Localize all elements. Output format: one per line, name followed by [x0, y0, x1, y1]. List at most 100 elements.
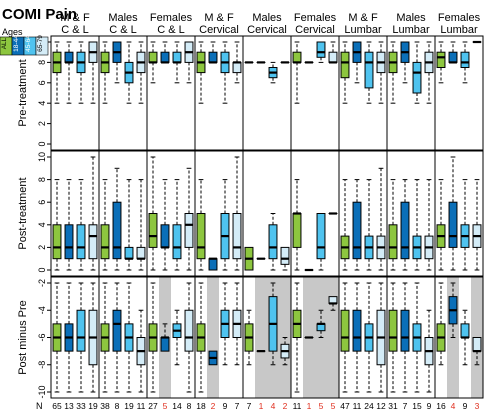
box-ALL: [52, 179, 62, 271]
n-value: 4: [451, 401, 456, 411]
box-body: [208, 51, 218, 63]
n-value: 8: [115, 401, 120, 411]
box-ALL: [340, 179, 350, 271]
box-body: [352, 201, 362, 260]
y-tick-label: 4: [37, 222, 47, 227]
box-18-44: [448, 156, 458, 271]
box-body: [316, 213, 326, 260]
legend-label: 65-79: [37, 35, 44, 52]
box-ALL: [196, 282, 206, 393]
box-45-64: [412, 179, 422, 271]
box-ALL: [292, 179, 302, 271]
box-65-79: [184, 167, 194, 271]
box-45-64: [172, 309, 182, 366]
n-value: 33: [76, 401, 86, 411]
box-ALL: [292, 282, 302, 393]
n-value: 8: [187, 401, 192, 411]
box-body: [232, 61, 242, 74]
legend-label: 45-64: [25, 35, 32, 52]
box-18-44: [400, 41, 410, 84]
box-65-79: [472, 179, 482, 271]
n-value: 18: [196, 401, 206, 411]
box-body: [460, 51, 470, 69]
box-body: [460, 323, 470, 338]
box-65-79: [232, 282, 242, 366]
box-65-79: [136, 309, 146, 393]
group-title-line2: C & L: [61, 24, 89, 36]
box-45-64: [124, 41, 134, 104]
group-title-line1: M & F: [60, 12, 90, 24]
box-45-64: [124, 179, 134, 271]
box-18-44: [352, 41, 362, 84]
n-value: 13: [64, 401, 74, 411]
shade-layer: [51, 277, 483, 398]
n-value: 9: [463, 401, 468, 411]
box-body: [400, 201, 410, 260]
box-ALL: [100, 179, 110, 271]
box-body: [340, 309, 350, 352]
box-layer: [52, 40, 482, 393]
chart-title: COMI Pain: [2, 6, 77, 23]
n-value: 15: [412, 401, 422, 411]
box-18-44: [112, 282, 122, 393]
frame-layer: [47, 35, 484, 399]
box-ALL: [388, 179, 398, 271]
box-65-79: [328, 41, 338, 64]
y-tick-label: 2: [37, 121, 47, 126]
group-title-line2: Lumbar: [344, 24, 382, 36]
box-body: [172, 224, 182, 260]
y-tick-label: -4: [37, 306, 47, 314]
box-45-64: [172, 41, 182, 84]
box-body: [64, 224, 74, 260]
y-tick-label: 10: [37, 152, 47, 162]
box-body: [232, 213, 242, 260]
group-title-line1: Males: [396, 12, 426, 24]
y-tick-label: -10: [37, 385, 47, 398]
group-title-line2: Cervical: [295, 24, 335, 36]
box-18-44: [64, 282, 74, 393]
box-ALL: [340, 41, 350, 104]
box-65-79: [184, 41, 194, 84]
group-title-line2: Lumbar: [440, 24, 478, 36]
y-axis-label: Pre-treatment: [17, 59, 29, 126]
box-45-64: [172, 179, 182, 271]
box-ALL: [148, 156, 158, 271]
box-65-79: [88, 156, 98, 271]
n-value: 19: [124, 401, 134, 411]
n-value: 2: [283, 401, 288, 411]
box-65-79: [88, 282, 98, 393]
y-tick-label: 4: [37, 101, 47, 106]
y-tick-label: 0: [37, 267, 47, 272]
n-value: 7: [235, 401, 240, 411]
n-value: 24: [364, 401, 374, 411]
box-45-64: [460, 309, 470, 366]
box-18-44: [160, 41, 170, 64]
box-body: [412, 61, 422, 94]
y-tick-label: -6: [37, 333, 47, 341]
box-body: [328, 51, 338, 63]
n-value: 2: [211, 401, 216, 411]
group-title-line2: C & L: [109, 24, 137, 36]
box-body: [472, 337, 482, 352]
box-ALL: [388, 282, 398, 393]
box-body: [136, 246, 146, 260]
group-title-line2: Cervical: [199, 24, 239, 36]
n-value: 9: [223, 401, 228, 411]
box-ALL: [388, 41, 398, 104]
box-45-64: [268, 282, 278, 366]
box-ALL: [244, 246, 254, 271]
y-tick-label: 6: [37, 80, 47, 85]
group-title-line1: Males: [108, 12, 138, 24]
n-value: 27: [148, 401, 158, 411]
box-ALL: [52, 41, 62, 104]
box-body: [448, 51, 458, 63]
box-18-44: [352, 179, 362, 271]
n-value: 14: [172, 401, 182, 411]
panel-frame: [50, 35, 484, 151]
box-45-64: [76, 282, 86, 393]
box-18-44: [160, 323, 170, 352]
y-axis-label: Post-treatment: [17, 177, 29, 249]
box-45-64: [460, 179, 470, 271]
box-body: [388, 309, 398, 352]
